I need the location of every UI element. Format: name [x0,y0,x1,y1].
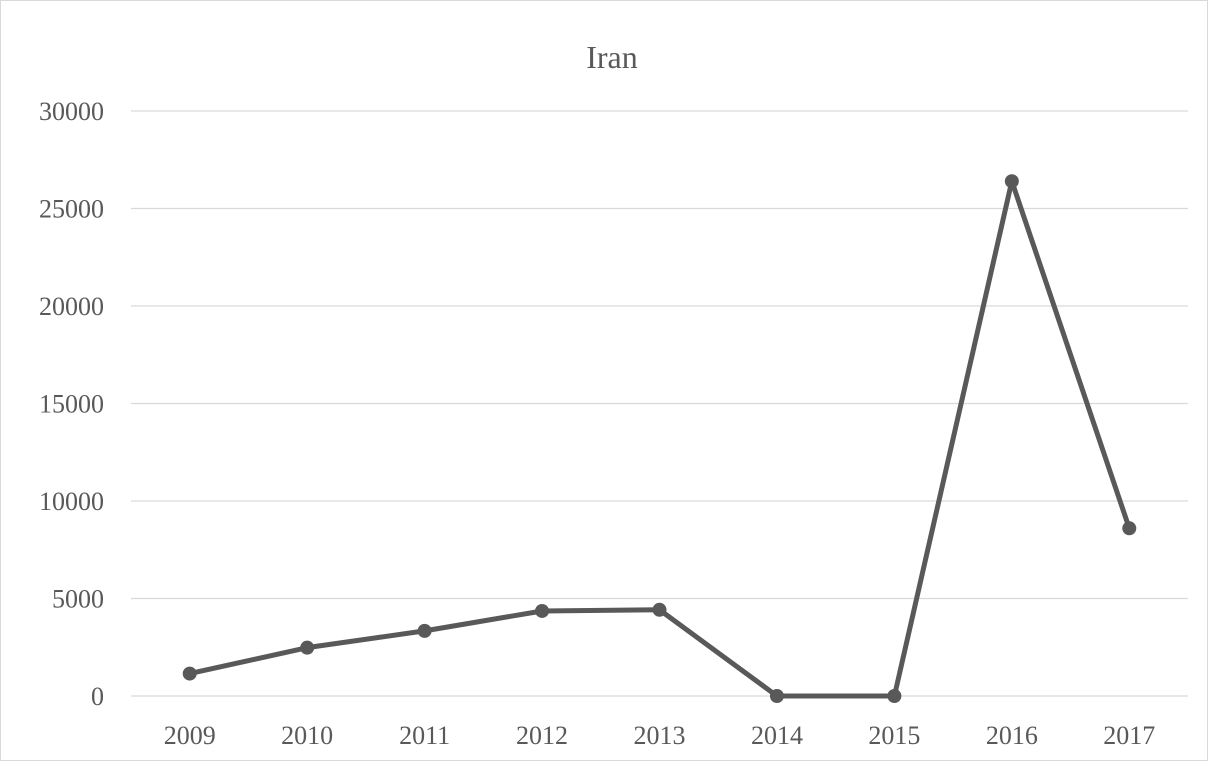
data-point [652,602,667,617]
x-tick-label: 2017 [1103,721,1155,750]
x-tick-label: 2013 [634,721,686,750]
y-tick-label: 10000 [39,487,104,516]
data-point [300,640,315,655]
data-point [1122,521,1137,536]
y-tick-label: 5000 [52,585,104,614]
chart-title: Iran [586,39,638,75]
data-point [182,666,197,681]
data-point [887,689,902,703]
x-tick-label: 2016 [986,721,1038,750]
x-tick-label: 2012 [516,721,568,750]
x-axis-labels: 2009 2010 2011 2012 2013 2014 2015 2016 2017 [164,721,1156,750]
y-tick-label: 30000 [39,97,104,126]
x-tick-label: 2015 [868,721,920,750]
x-tick-label: 2010 [281,721,333,750]
series-line [187,178,1132,699]
y-tick-label: 15000 [39,390,104,419]
data-point [1004,174,1019,189]
data-point [417,623,432,638]
data-point [535,603,550,618]
y-tick-label: 20000 [39,292,104,321]
gridlines [131,110,1188,697]
data-point [769,689,784,703]
y-tick-label: 25000 [39,195,104,224]
y-tick-label: 0 [91,682,104,711]
data-points [182,174,1137,703]
x-tick-label: 2011 [399,721,450,750]
y-axis-labels: 0 5000 10000 15000 20000 25000 30000 [39,97,104,711]
x-tick-label: 2014 [751,721,803,750]
x-tick-label: 2009 [164,721,216,750]
